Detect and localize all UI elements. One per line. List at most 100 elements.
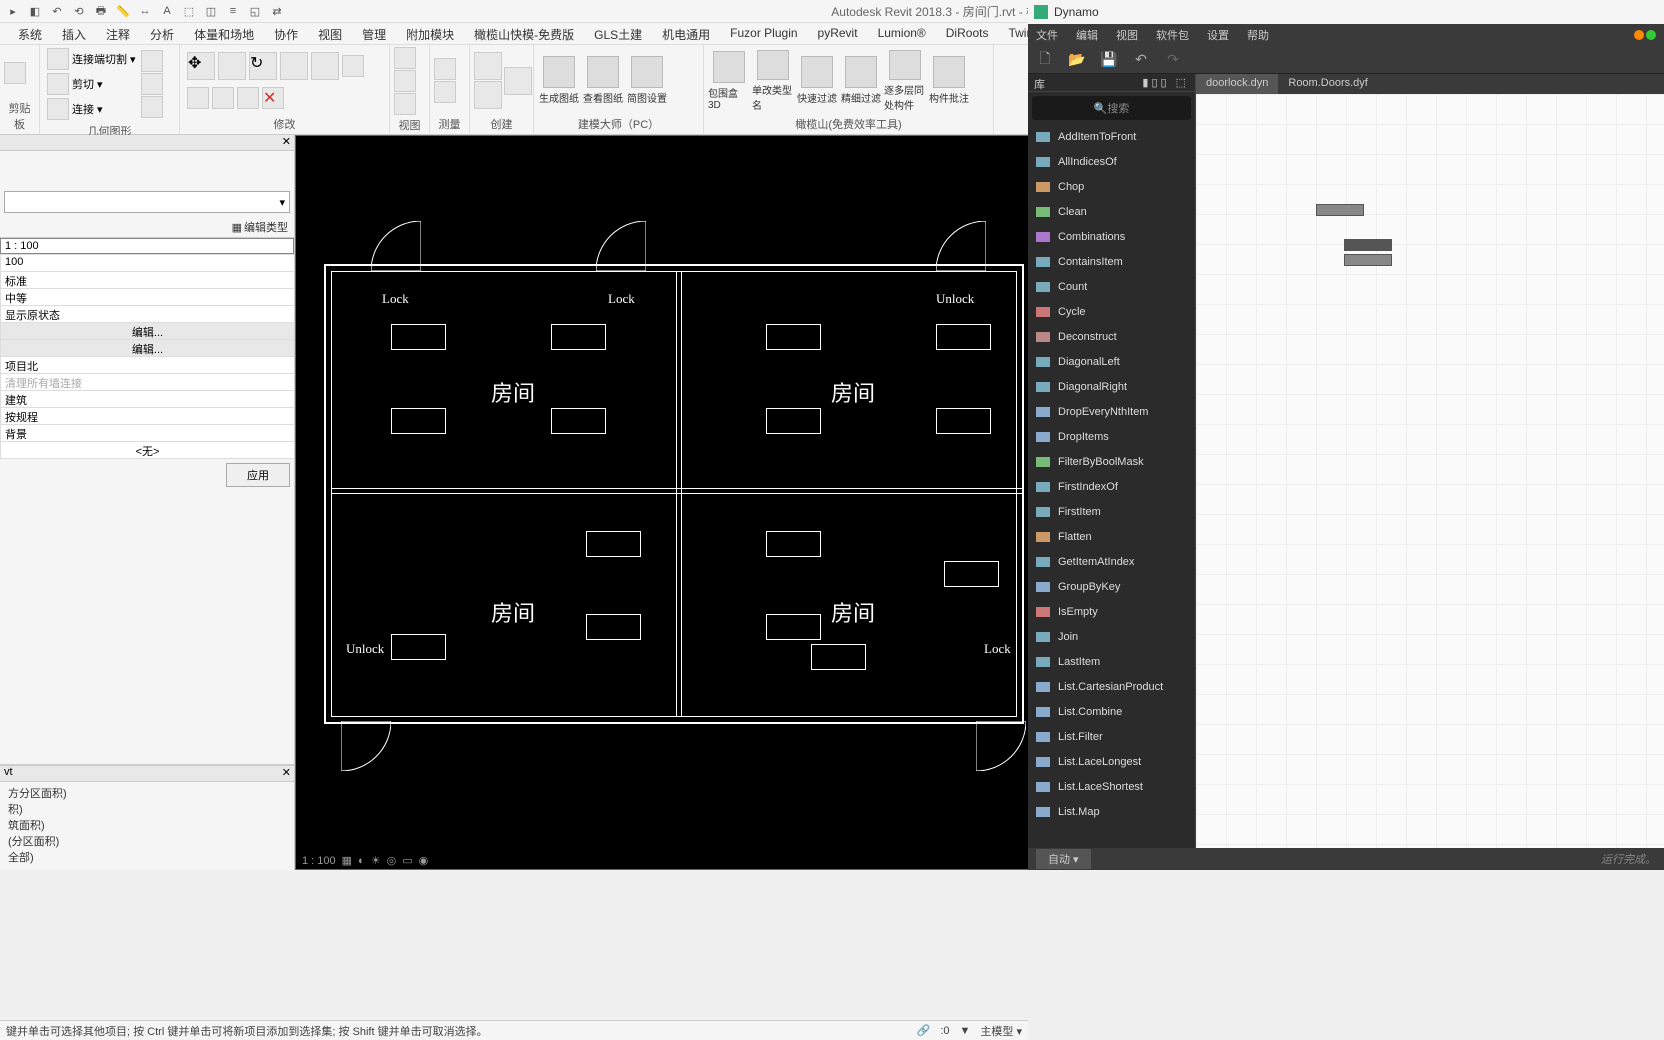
create-icon-1[interactable]: [474, 52, 502, 80]
prop-north[interactable]: 项目北: [0, 357, 294, 373]
browser-item[interactable]: 全部): [8, 850, 286, 866]
dynamo-tab[interactable]: doorlock.dyn: [1196, 74, 1278, 94]
prop-clear-walls[interactable]: 清理所有墙连接: [0, 374, 294, 390]
rotate-icon[interactable]: ↻: [249, 52, 277, 80]
save-icon[interactable]: 💾: [1100, 51, 1118, 69]
ribbon-tab-协作[interactable]: 协作: [264, 23, 308, 44]
ribbon-tab-pyRevit[interactable]: pyRevit: [808, 23, 868, 44]
redo-icon[interactable]: ↷: [1164, 51, 1182, 69]
library-node-GroupByKey[interactable]: GroupByKey: [1028, 574, 1195, 599]
crop-icon[interactable]: ▭: [402, 854, 412, 867]
library-node-Flatten[interactable]: Flatten: [1028, 524, 1195, 549]
batch-annot-button[interactable]: 构件批注: [928, 50, 970, 112]
filter-icon[interactable]: ▼: [960, 1025, 971, 1037]
qat-3d-icon[interactable]: ⬚: [180, 2, 198, 20]
edit-button-2[interactable]: 编辑...: [0, 340, 294, 356]
library-node-AllIndicesOf[interactable]: AllIndicesOf: [1028, 149, 1195, 174]
library-node-DiagonalRight[interactable]: DiagonalRight: [1028, 374, 1195, 399]
move-icon[interactable]: ✥: [187, 52, 215, 80]
offset-icon[interactable]: [218, 52, 246, 80]
open-icon[interactable]: 📂: [1068, 51, 1086, 69]
close-icon[interactable]: ✕: [282, 135, 291, 148]
library-search-input[interactable]: 🔍 搜索: [1032, 96, 1191, 120]
library-node-LastItem[interactable]: LastItem: [1028, 649, 1195, 674]
ribbon-tab-GLS土建[interactable]: GLS土建: [584, 23, 652, 44]
qat-switch-icon[interactable]: ⇄: [268, 2, 286, 20]
measure-icon[interactable]: [434, 58, 456, 80]
ribbon-tab-Fuzor Plugin[interactable]: Fuzor Plugin: [720, 23, 807, 44]
view-icon-3[interactable]: [394, 93, 416, 115]
geom-icon-1[interactable]: [141, 50, 163, 72]
pin-icon[interactable]: [237, 87, 259, 109]
qat-close-icon[interactable]: ◱: [246, 2, 264, 20]
qat-measure-icon[interactable]: 📏: [114, 2, 132, 20]
fine-filter-button[interactable]: 精细过滤: [840, 50, 882, 112]
library-node-List.Map[interactable]: List.Map: [1028, 799, 1195, 824]
ribbon-tab-橄榄山快模-免费版[interactable]: 橄榄山快模-免费版: [464, 23, 584, 44]
browser-item[interactable]: 方分区面积): [8, 786, 286, 802]
qat-save-icon[interactable]: ◧: [26, 2, 44, 20]
lib-layout-icon[interactable]: ▮▯▯ ⬚: [1142, 76, 1189, 89]
library-node-Cycle[interactable]: Cycle: [1028, 299, 1195, 324]
hide-icon[interactable]: ◉: [419, 854, 429, 867]
undo-icon[interactable]: ↶: [1132, 51, 1150, 69]
join-button[interactable]: 连接 ▾: [44, 97, 139, 121]
dynamo-node[interactable]: [1344, 254, 1392, 266]
ribbon-tab-插入[interactable]: 插入: [52, 23, 96, 44]
library-node-Count[interactable]: Count: [1028, 274, 1195, 299]
library-node-Clean[interactable]: Clean: [1028, 199, 1195, 224]
library-node-List.CartesianProduct[interactable]: List.CartesianProduct: [1028, 674, 1195, 699]
ribbon-tab-分析[interactable]: 分析: [140, 23, 184, 44]
qat-dim-icon[interactable]: ↔: [136, 2, 154, 20]
delete-icon[interactable]: ✕: [262, 87, 284, 109]
view-sheet-button[interactable]: 查看图纸: [582, 50, 624, 112]
simp-set-button[interactable]: 简图设置: [626, 50, 668, 112]
geom-icon-2[interactable]: [141, 73, 163, 95]
array-icon[interactable]: [187, 87, 209, 109]
library-node-FirstIndexOf[interactable]: FirstIndexOf: [1028, 474, 1195, 499]
dynamo-tab[interactable]: Room.Doors.dyf: [1278, 74, 1377, 94]
library-node-List.LaceLongest[interactable]: List.LaceLongest: [1028, 749, 1195, 774]
qat-open-icon[interactable]: ▸: [4, 2, 22, 20]
ribbon-tab-Lumion®[interactable]: Lumion®: [868, 23, 936, 44]
multi-layer-button[interactable]: 逐多层同处构件: [884, 50, 926, 112]
prop-arch[interactable]: 建筑: [0, 391, 294, 407]
run-mode-dropdown[interactable]: 自动 ▾: [1036, 849, 1091, 869]
dynamo-node[interactable]: [1316, 204, 1364, 216]
qat-text-icon[interactable]: A: [158, 2, 176, 20]
quick-filter-button[interactable]: 快速过滤: [796, 50, 838, 112]
prop-bg[interactable]: 背景: [0, 425, 294, 441]
dynamo-menu-视图[interactable]: 视图: [1116, 27, 1138, 43]
new-icon[interactable]: 🗋: [1036, 51, 1054, 69]
prop-none[interactable]: <无>: [0, 442, 294, 458]
edit-button-1[interactable]: 编辑...: [0, 323, 294, 339]
dynamo-menu-软件包[interactable]: 软件包: [1156, 27, 1189, 43]
library-node-ContainsItem[interactable]: ContainsItem: [1028, 249, 1195, 274]
ribbon-tab-附加模块[interactable]: 附加模块: [396, 23, 464, 44]
qat-sync-icon[interactable]: ⟲: [70, 2, 88, 20]
box3d-button[interactable]: 包围盒3D: [708, 50, 750, 112]
library-node-List.Filter[interactable]: List.Filter: [1028, 724, 1195, 749]
main-model-dropdown[interactable]: 主模型 ▾: [980, 1023, 1022, 1039]
library-node-Join[interactable]: Join: [1028, 624, 1195, 649]
detail-icon[interactable]: ▦: [342, 854, 352, 867]
ribbon-tab-系统[interactable]: 系统: [8, 23, 52, 44]
view-icon-2[interactable]: [394, 70, 416, 92]
ribbon-tab-DiRoots[interactable]: DiRoots: [936, 23, 999, 44]
scale-icon[interactable]: [212, 87, 234, 109]
scale-input[interactable]: 1 : 100: [0, 238, 294, 254]
ribbon-tab-管理[interactable]: 管理: [352, 23, 396, 44]
qat-thin-icon[interactable]: ≡: [224, 2, 242, 20]
ribbon-tab-体量和场地[interactable]: 体量和场地: [184, 23, 264, 44]
dynamo-menu-文件[interactable]: 文件: [1036, 27, 1058, 43]
view-icon-1[interactable]: [394, 47, 416, 69]
library-node-List.LaceShortest[interactable]: List.LaceShortest: [1028, 774, 1195, 799]
modify-select-icon[interactable]: [4, 62, 26, 84]
cut-join-button[interactable]: 连接端切割 ▾: [44, 47, 139, 71]
browser-item[interactable]: 筑面积): [8, 818, 286, 834]
style-icon[interactable]: ◐: [358, 855, 365, 867]
gen-sheet-button[interactable]: 生成图纸: [538, 50, 580, 112]
browser-tree[interactable]: 方分区面积)积)筑面积)(分区面积)全部): [0, 782, 294, 870]
edit-type-button[interactable]: ▦ 编辑类型: [232, 219, 288, 235]
close-icon[interactable]: ✕: [282, 766, 291, 779]
